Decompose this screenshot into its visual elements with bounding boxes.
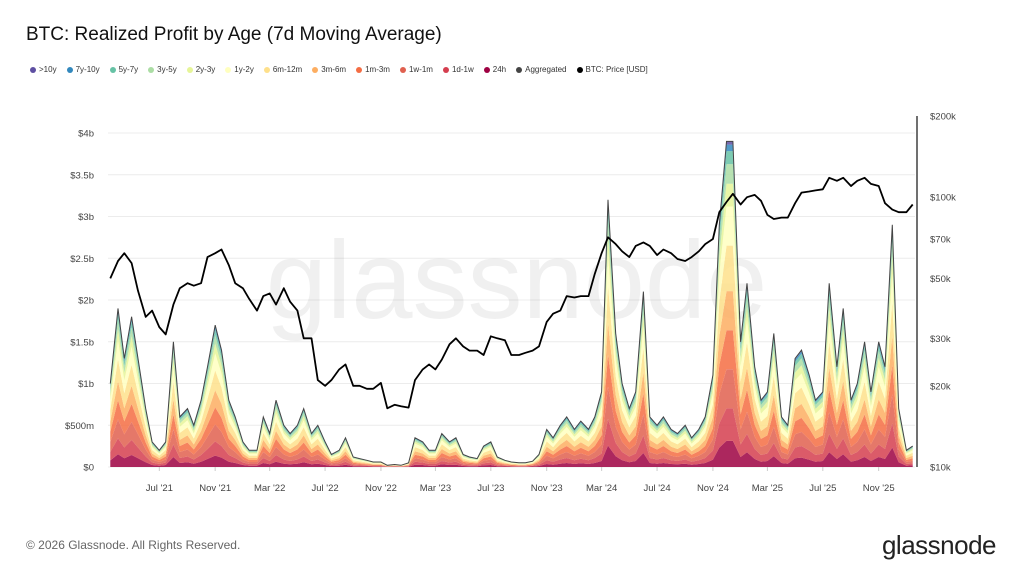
legend-item[interactable]: 1y-2y — [225, 65, 254, 74]
legend: >10y 7y-10y 5y-7y 3y-5y 2y-3y 1y-2y 6m-12m 3m-6… — [30, 65, 648, 74]
chart-title: BTC: Realized Profit by Age (7d Moving A… — [26, 24, 442, 45]
legend-label: 3y-5y — [157, 65, 177, 74]
legend-item[interactable]: 6m-12m — [263, 65, 303, 74]
legend-item[interactable]: 2y-3y — [186, 65, 216, 74]
legend-dot-icon — [148, 66, 155, 73]
glassnode-logo: glassnode — [881, 530, 997, 560]
x-tick-label: Jul '21 — [146, 483, 173, 494]
legend-item[interactable]: 7y-10y — [66, 65, 100, 74]
y-left-tick-label: $1b — [78, 379, 94, 390]
legend-label: Aggregated — [525, 65, 567, 74]
y-right-tick-label: $200k — [930, 112, 956, 123]
legend-label: 1w-1m — [408, 65, 433, 74]
legend-label: 1y-2y — [234, 65, 254, 74]
x-tick-label: Mar '22 — [254, 483, 285, 494]
area-1y-2y — [110, 206, 913, 466]
y-right-tick-label: $50k — [930, 274, 951, 285]
aggregated-line — [109, 140, 913, 466]
y-left-tick-label: $2.5b — [70, 254, 94, 265]
area-3y-5y — [110, 164, 913, 466]
area-1d-1w — [110, 408, 913, 467]
legend-dot-icon — [483, 66, 490, 73]
legend-item[interactable]: 1m-3m — [356, 65, 390, 74]
legend-dot-icon — [109, 66, 116, 73]
y-left-tick-label: $3b — [78, 212, 94, 223]
x-tick-label: Jul '23 — [477, 483, 504, 494]
legend-item[interactable]: Aggregated — [516, 65, 567, 74]
legend-label: 6m-12m — [272, 65, 303, 74]
legend-dot-icon — [66, 66, 73, 73]
x-tick-label: Jul '25 — [809, 483, 836, 494]
x-tick-label: Mar '23 — [420, 483, 451, 494]
legend-dot-icon — [356, 66, 363, 73]
y-right-tick-label: $10k — [930, 463, 951, 474]
legend-dot-icon — [186, 66, 193, 73]
legend-label: >10y — [39, 65, 57, 74]
legend-item[interactable]: >10y — [30, 65, 57, 74]
legend-label: 7y-10y — [75, 65, 100, 74]
y-right-tick-label: $70k — [930, 235, 951, 246]
x-tick-label: Jul '24 — [643, 483, 670, 494]
legend-label: 5y-7y — [118, 65, 139, 74]
area-2y-3y — [110, 183, 913, 466]
legend-item[interactable]: 3y-5y — [148, 65, 177, 74]
legend-dot-icon — [576, 66, 583, 73]
area-24h — [110, 440, 913, 467]
y-right-tick-label: $100k — [930, 193, 956, 204]
legend-dot-icon — [30, 66, 36, 73]
legend-item[interactable]: 3m-6m — [312, 65, 346, 74]
area-1w-1m — [110, 369, 913, 467]
legend-dot-icon — [225, 66, 232, 73]
y-left-tick-label: $2b — [78, 296, 94, 307]
y-left-tick-label: $1.5b — [70, 337, 94, 348]
legend-label: BTC: Price [USD] — [585, 65, 648, 74]
legend-label: 3m-6m — [321, 65, 347, 74]
y-right-tick-label: $30k — [930, 334, 951, 345]
btc-price-line — [109, 176, 914, 410]
x-tick-label: Nov '23 — [531, 483, 563, 494]
legend-dot-icon — [399, 66, 406, 73]
legend-item[interactable]: 24h — [483, 65, 507, 74]
y-left-tick-label: $3.5b — [70, 170, 94, 181]
legend-label: 1m-3m — [365, 65, 390, 74]
legend-dot-icon — [442, 66, 449, 73]
legend-dot-icon — [263, 66, 270, 73]
x-tick-label: Nov '22 — [365, 483, 397, 494]
legend-item[interactable]: 1w-1m — [399, 65, 433, 74]
y-left-tick-label: $4b — [78, 129, 94, 140]
legend-dot-icon — [312, 66, 319, 73]
x-tick-label: Nov '21 — [199, 483, 231, 494]
legend-label: 2y-3y — [195, 65, 216, 74]
x-tick-label: Mar '25 — [752, 483, 783, 494]
legend-label: 1d-1w — [451, 65, 474, 74]
y-right-tick-label: $20k — [930, 381, 951, 392]
x-tick-label: Nov '25 — [863, 483, 895, 494]
watermark: glassnode — [266, 219, 768, 342]
legend-item[interactable]: 5y-7y — [109, 65, 139, 74]
legend-dot-icon — [516, 66, 523, 73]
area-6m-12m — [110, 245, 913, 467]
legend-item[interactable]: BTC: Price [USD] — [576, 65, 648, 74]
copyright: © 2026 Glassnode. All Rights Reserved. — [26, 538, 241, 552]
area-3m-6m — [110, 291, 913, 467]
legend-label: 24h — [492, 65, 507, 74]
x-tick-label: Jul '22 — [311, 483, 338, 494]
area-1m-3m — [110, 330, 913, 467]
y-left-tick-label: $500m — [65, 421, 94, 432]
legend-item[interactable]: 1d-1w — [442, 65, 474, 74]
y-left-tick-label: $0 — [83, 463, 94, 474]
x-tick-label: Nov '24 — [697, 483, 729, 494]
x-tick-label: Mar '24 — [586, 483, 617, 494]
